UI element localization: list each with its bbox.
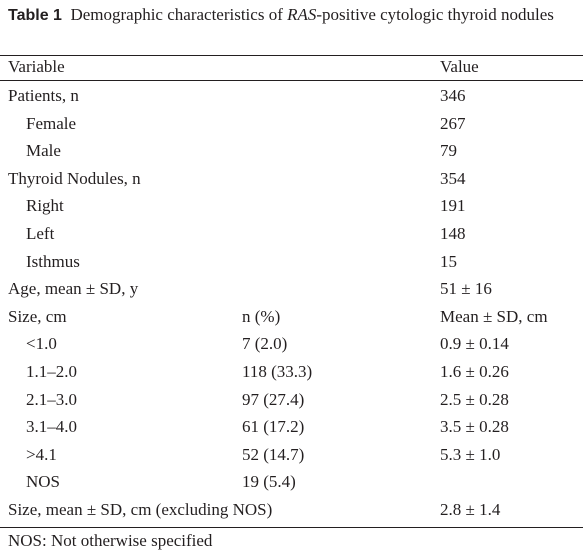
value-cell: 79 [440,141,457,161]
top-rule [0,55,583,56]
value-cell: 2.8 ± 1.4 [440,500,501,519]
value-cell: 51 ± 16 [440,279,492,299]
n-cell: 7 (2.0) [242,334,288,354]
variable-cell: Male [26,141,61,161]
header-cell: Variable [8,57,65,76]
caption-text: -positive cytologic thyroid nodules [316,5,554,24]
header-rule [0,80,583,81]
header-cell: Value [440,57,479,76]
caption-italic: RAS [287,5,317,24]
value-cell: 148 [440,224,466,243]
caption-text: Demographic characteristics of [70,5,288,24]
variable-cell: Right [26,196,64,216]
value-cell: Mean ± SD, cm [440,306,548,326]
n-cell: 61 (17.2) [242,417,305,437]
variable-cell: Isthmus [26,251,80,271]
variable-cell: Thyroid Nodules, n [8,168,141,188]
n-cell: 97 (27.4) [242,389,305,409]
variable-cell: Female [26,113,77,133]
n-cell: n (%) [242,306,281,326]
variable-cell: 2.1–3.0 [26,389,77,409]
value-cell: 0.9 ± 0.14 [440,334,509,354]
value-cell: 3.5 ± 0.28 [440,417,509,437]
variable-cell: 3.1–4.0 [26,417,77,437]
variable-cell: NOS [26,472,61,492]
variable-cell: >4.1 [26,444,57,464]
caption-label: Table 1 [8,7,62,24]
variable-cell: Age, mean ± SD, y [8,279,139,299]
value-cell: 354 [440,168,466,188]
table-caption: Table 1 Demographic characteristics of R… [8,4,576,27]
variable-cell: Left [26,224,55,243]
footnote: NOS: Not otherwise specified [8,531,213,550]
variable-cell: Patients, n [8,86,79,105]
n-cell: 19 (5.4) [242,472,296,492]
value-cell: 346 [440,86,466,105]
variable-cell: <1.0 [26,334,57,354]
value-cell: 5.3 ± 1.0 [440,444,501,464]
n-cell: 118 (33.3) [242,362,313,381]
variable-cell: Size, cm [8,306,67,326]
value-cell: 2.5 ± 0.28 [440,389,509,409]
variable-cell: Size, mean ± SD, cm (excluding NOS) [8,500,273,519]
value-cell: 267 [440,113,466,133]
value-cell: 1.6 ± 0.26 [440,362,509,381]
bottom-rule [0,527,583,528]
variable-cell: 1.1–2.0 [26,362,77,381]
value-cell: 191 [440,196,466,216]
value-cell: 15 [440,251,457,271]
n-cell: 52 (14.7) [242,444,305,464]
